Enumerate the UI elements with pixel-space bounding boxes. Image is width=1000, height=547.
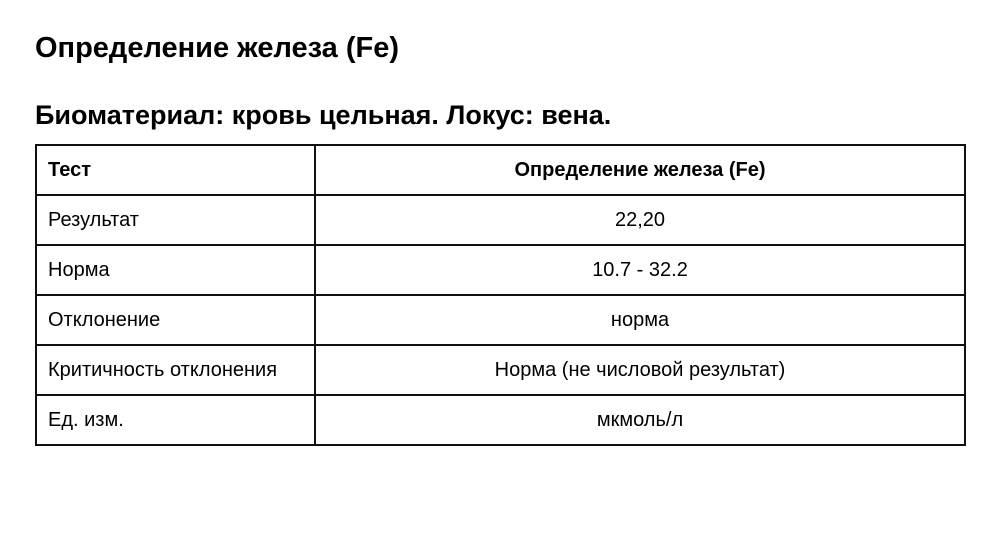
- table-row: Результат 22,20: [35, 194, 966, 246]
- table-row: Отклонение норма: [35, 294, 966, 346]
- table-row: Норма 10.7 - 32.2: [35, 244, 966, 296]
- header-test-name: Определение железа (Fe): [314, 144, 966, 196]
- table-header-row: Тест Определение железа (Fe): [35, 144, 966, 196]
- row-value: Норма (не числовой результат): [314, 344, 966, 396]
- page-title: Определение железа (Fe): [35, 32, 400, 64]
- row-label: Результат: [35, 194, 316, 246]
- table-row: Ед. изм. мкмоль/л: [35, 394, 966, 446]
- table-row: Критичность отклонения Норма (не числово…: [35, 344, 966, 396]
- row-label: Ед. изм.: [35, 394, 316, 446]
- row-value: 10.7 - 32.2: [314, 244, 966, 296]
- row-value: мкмоль/л: [314, 394, 966, 446]
- row-label: Критичность отклонения: [35, 344, 316, 396]
- row-label: Норма: [35, 244, 316, 296]
- row-value: 22,20: [314, 194, 966, 246]
- biomaterial-subtitle: Биоматериал: кровь цельная. Локус: вена.: [35, 100, 612, 130]
- results-table: Тест Определение железа (Fe) Результат 2…: [35, 144, 966, 446]
- row-label: Отклонение: [35, 294, 316, 346]
- row-value: норма: [314, 294, 966, 346]
- header-test-label: Тест: [35, 144, 316, 196]
